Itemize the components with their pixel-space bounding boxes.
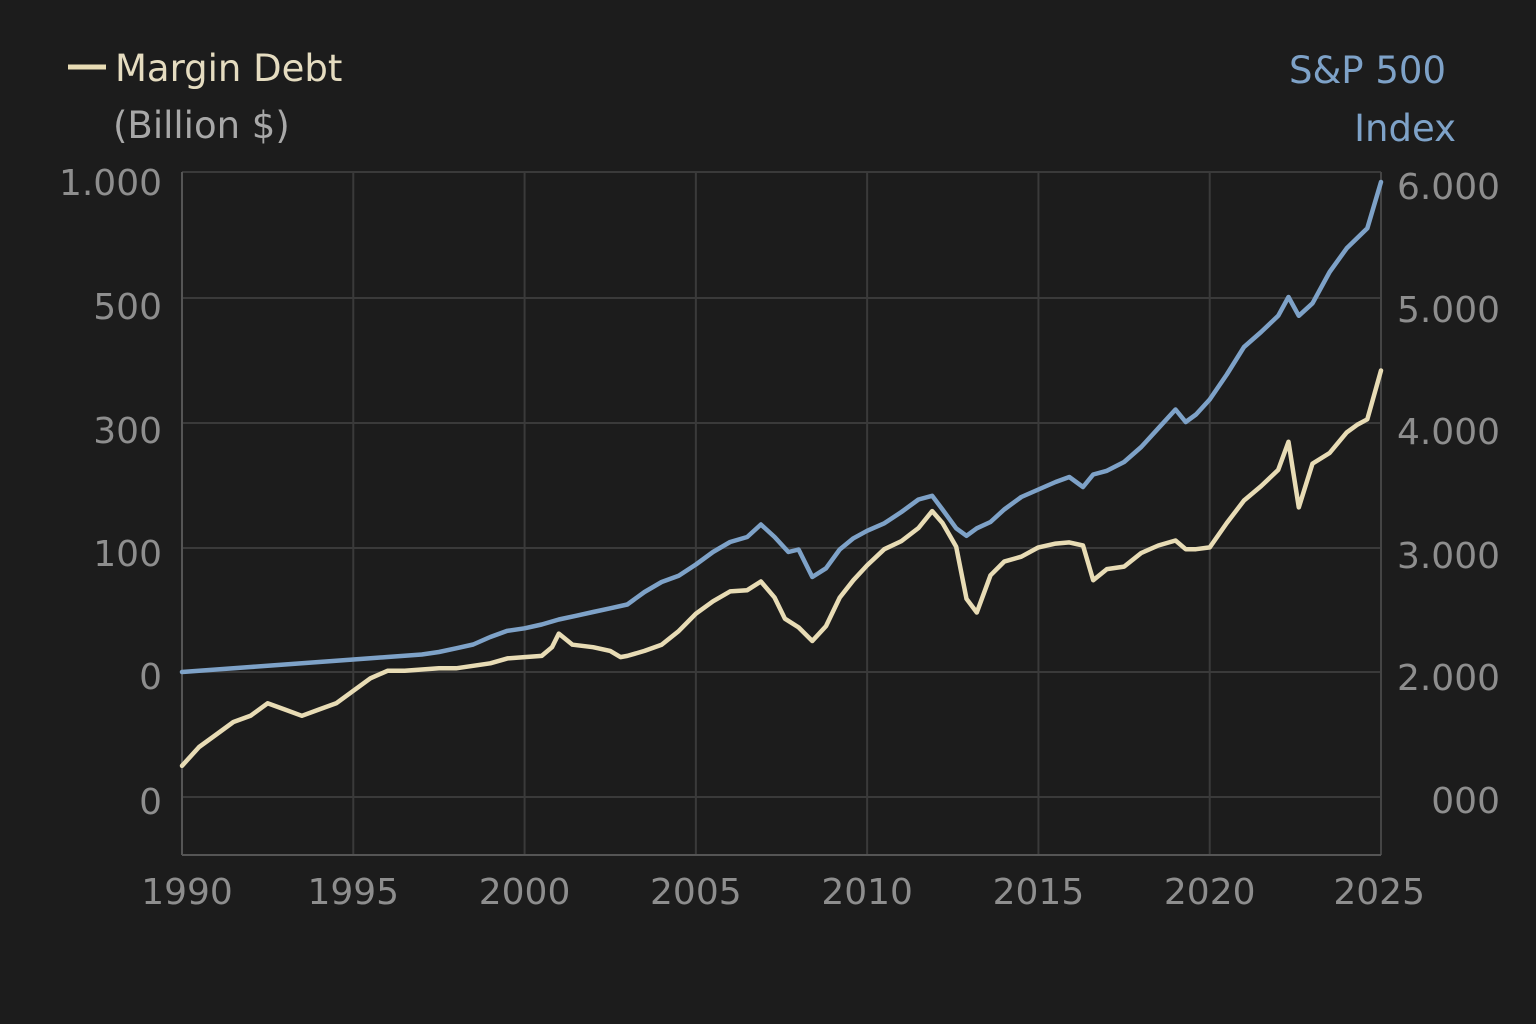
right-y-tick-label: 2.000: [1397, 658, 1500, 699]
legend-sp500-unit: Index: [1354, 107, 1456, 150]
x-tick-label: 1990: [141, 872, 233, 913]
left-y-tick-label: 1.000: [59, 163, 162, 204]
plot-frame: [181, 172, 1382, 856]
left-y-tick-label: 300: [93, 411, 162, 452]
tick-labels: 1.000 500 300 100 0 0 6.000 5.000 4.000 3.000 2.00…: [59, 163, 1500, 913]
right-y-tick-label: 000: [1431, 781, 1500, 822]
series-layer: [179, 179, 1384, 769]
x-tick-label: 2025: [1333, 872, 1425, 913]
x-tick-label: 2020: [1164, 872, 1256, 913]
right-y-tick-label: 4.000: [1397, 412, 1500, 453]
left-y-tick-label: 100: [93, 534, 162, 575]
left-y-tick-label: 500: [93, 287, 162, 328]
left-y-tick-label: 0: [139, 657, 162, 698]
x-tick-label: 2015: [993, 872, 1085, 913]
sp500-series-line: [179, 179, 1384, 675]
x-tick-label: 2000: [479, 872, 571, 913]
margin-debt-series-line: [179, 368, 1384, 769]
x-tick-label: 2005: [650, 872, 742, 913]
x-tick-label: 1995: [307, 872, 399, 913]
left-y-tick-label: 0: [139, 782, 162, 823]
legend-sp500-title: S&P 500: [1289, 49, 1446, 92]
right-y-tick-label: 5.000: [1397, 290, 1500, 331]
legend-margin-debt-unit: (Billion $): [113, 104, 290, 147]
right-y-tick-label: 6.000: [1397, 167, 1500, 208]
legend: Margin Debt (Billion $) S&P 500 Index: [68, 47, 1456, 150]
right-y-tick-label: 3.000: [1397, 536, 1500, 577]
legend-margin-debt-title: Margin Debt: [115, 47, 342, 90]
x-tick-label: 2010: [821, 872, 913, 913]
